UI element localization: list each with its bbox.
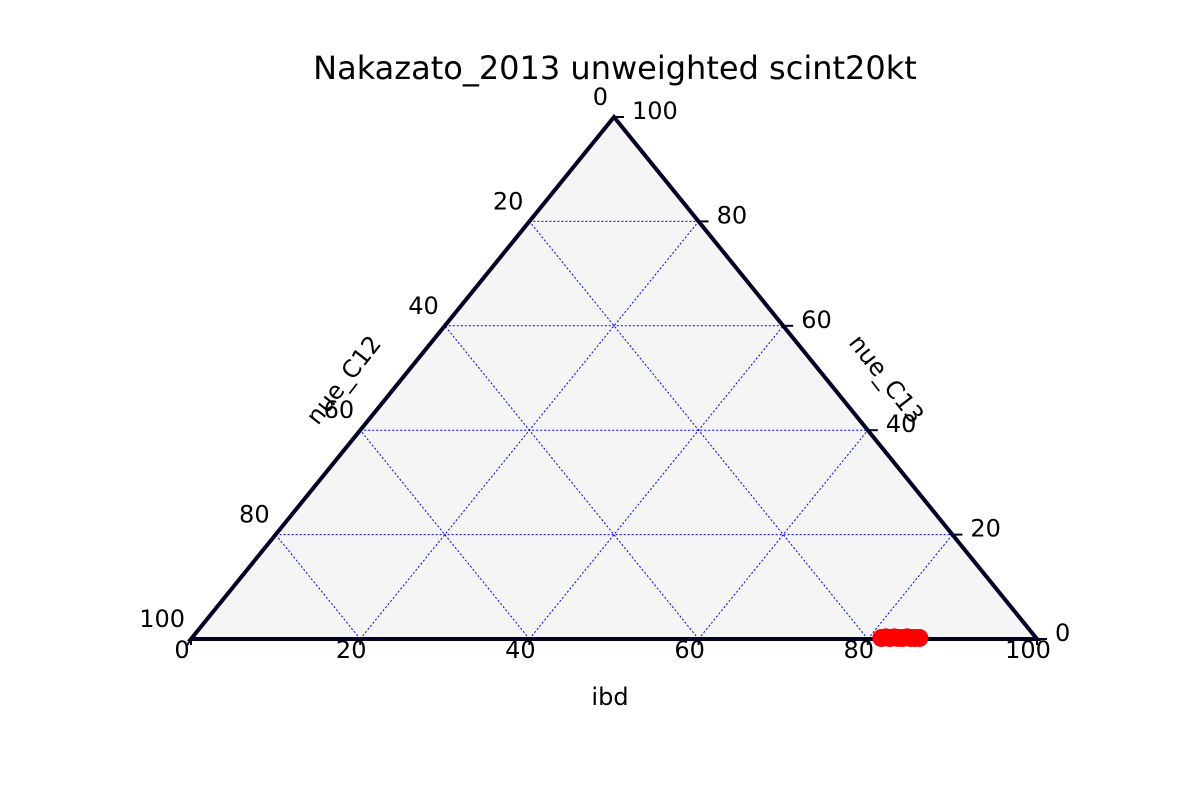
left-tick-label: 80 [239, 501, 270, 529]
right-tick-label: 80 [717, 201, 748, 229]
grid-line [529, 325, 784, 640]
bottom-tick-label: 80 [844, 636, 875, 664]
triangle-frame [186, 113, 1042, 641]
data-points [872, 628, 929, 647]
left-tick-mark [269, 534, 277, 544]
bottom-tick-label: 40 [505, 636, 536, 664]
left-tick-mark [523, 220, 531, 230]
bottom-tick-label: 20 [336, 636, 367, 664]
grid-line [359, 429, 530, 640]
right-tick-label: 0 [1055, 619, 1070, 647]
bottom-tick-label: 60 [674, 636, 705, 664]
plot-area [191, 117, 1037, 639]
data-point [910, 628, 929, 647]
left-tick-mark [438, 325, 446, 335]
grid-line [698, 429, 869, 640]
right-tick-label: 100 [632, 97, 678, 125]
right-tick-label: 60 [801, 306, 832, 334]
right-tick-label: 20 [970, 515, 1001, 543]
left-tick-label: 40 [408, 292, 439, 320]
left-tick-label: 20 [493, 187, 524, 215]
left-tick-mark [185, 638, 192, 648]
left-tick-mark [354, 429, 362, 439]
left-tick-label: 0 [593, 83, 608, 111]
chart-title: Nakazato_2013 unweighted scint20kt [313, 49, 917, 87]
x-axis-label: ibd [591, 683, 628, 711]
right-tick-label: 40 [886, 410, 917, 438]
ticks: 0 0 0 20 20 20 40 40 40 60 60 60 80 80 80 100 100 100 [139, 83, 1070, 664]
left-tick-label: 100 [139, 605, 185, 633]
bottom-tick-label: 0 [174, 636, 189, 664]
grid-line [444, 325, 699, 640]
left-tick-label: 60 [324, 396, 355, 424]
grid [275, 220, 953, 640]
bottom-tick-label: 100 [1005, 636, 1051, 664]
left-tick-mark [608, 116, 615, 126]
